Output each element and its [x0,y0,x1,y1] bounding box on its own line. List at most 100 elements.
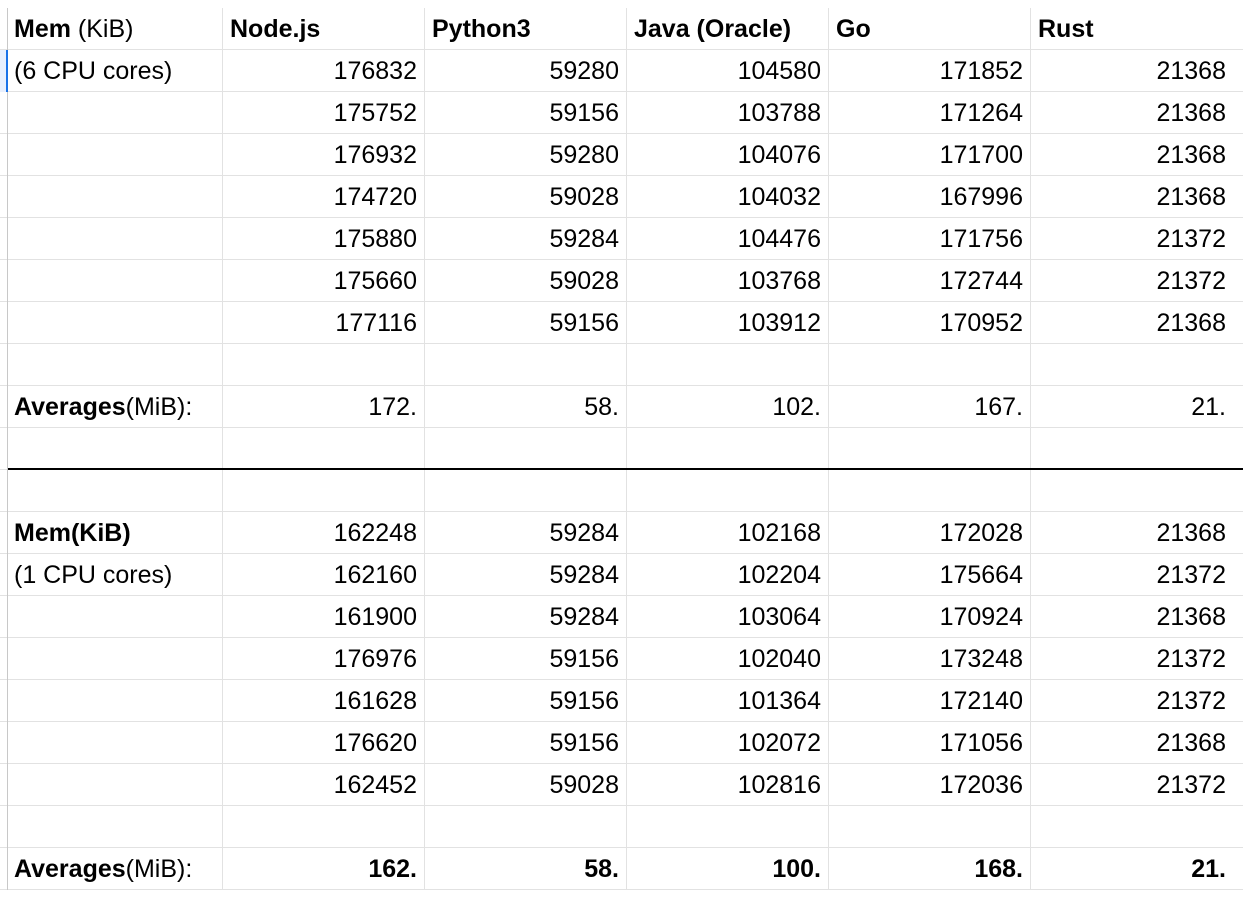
row-header[interactable] [0,638,8,680]
table1-header-nodejs[interactable]: Node.js [223,8,425,50]
table2-cell[interactable]: 21368 [1156,519,1226,547]
table2-averages-label-cell[interactable]: Averages(MiB): [8,848,223,890]
table1-cell[interactable]: 21372 [1156,225,1226,253]
table2-cell[interactable]: 172140 [829,680,1031,722]
table2-cell[interactable]: 59284 [425,596,627,638]
row-header[interactable] [0,848,8,890]
table1-cell[interactable]: 59280 [425,50,627,92]
table1-cell[interactable]: 103768 [627,260,829,302]
table2-cell[interactable]: 102040 [627,638,829,680]
table2-cell[interactable]: 21368 [1156,729,1226,757]
empty-cell[interactable] [425,344,627,386]
row-header[interactable] [0,8,8,50]
row-header[interactable] [0,722,8,764]
empty-cell[interactable] [8,680,223,722]
table1-header-go[interactable]: Go [829,8,1031,50]
empty-cell[interactable] [829,344,1031,386]
table2-cell[interactable]: 102204 [627,554,829,596]
table1-cell[interactable]: 59156 [425,302,627,344]
row-header[interactable] [0,302,8,344]
table2-cell[interactable]: 161900 [223,596,425,638]
row-header[interactable] [0,386,8,428]
table1-cell[interactable]: 104076 [627,134,829,176]
table1-cell[interactable]: 59284 [425,218,627,260]
empty-cell[interactable] [627,806,829,848]
table1-cell[interactable]: 176932 [223,134,425,176]
table2-cell[interactable]: 21368 [1156,603,1226,631]
table2-cell[interactable]: 21372 [1156,771,1226,799]
table2-cell[interactable]: 176620 [223,722,425,764]
empty-cell[interactable] [8,764,223,806]
table1-cell[interactable]: 59028 [425,176,627,218]
table1-cell[interactable]: 170952 [829,302,1031,344]
table1-cell[interactable]: 21368 [1156,57,1226,85]
row-header[interactable] [0,512,8,554]
table2-cell[interactable]: 162160 [223,554,425,596]
empty-cell[interactable] [829,470,1031,512]
table2-cell[interactable]: 101364 [627,680,829,722]
empty-cell[interactable] [1031,344,1243,386]
empty-cell[interactable] [8,470,223,512]
empty-cell[interactable] [223,344,425,386]
row-header[interactable] [0,764,8,806]
row-header-selected[interactable] [0,50,8,92]
empty-cell[interactable] [627,470,829,512]
table2-cell[interactable]: 21372 [1156,645,1226,673]
table2-average-nodejs[interactable]: 162. [223,848,425,890]
table1-cell[interactable]: 174720 [223,176,425,218]
table1-header-rust[interactable]: Rust [1038,15,1094,43]
table1-cell[interactable]: 103788 [627,92,829,134]
empty-cell[interactable] [1031,428,1243,470]
table1-cell[interactable]: 104476 [627,218,829,260]
table2-cell[interactable]: 171056 [829,722,1031,764]
table2-cell[interactable]: 172036 [829,764,1031,806]
table2-average-rust[interactable]: 21. [1191,855,1226,883]
empty-cell[interactable] [1031,806,1243,848]
table2-cell[interactable]: 102168 [627,512,829,554]
table1-header-java[interactable]: Java (Oracle) [627,8,829,50]
table1-cell[interactable]: 176832 [223,50,425,92]
row-header[interactable] [0,554,8,596]
table1-header-python3[interactable]: Python3 [425,8,627,50]
empty-cell[interactable] [1031,470,1243,512]
row-header[interactable] [0,344,8,386]
table2-cell[interactable]: 103064 [627,596,829,638]
empty-cell[interactable] [8,722,223,764]
table1-cell[interactable]: 171852 [829,50,1031,92]
table1-cell[interactable]: 175752 [223,92,425,134]
row-header[interactable] [0,680,8,722]
table1-average-nodejs[interactable]: 172. [223,386,425,428]
table1-cell[interactable]: 167996 [829,176,1031,218]
empty-cell[interactable] [425,470,627,512]
table2-cell[interactable]: 102816 [627,764,829,806]
row-header[interactable] [0,92,8,134]
row-header[interactable] [0,428,8,470]
table2-cell[interactable]: 173248 [829,638,1031,680]
table1-average-python3[interactable]: 58. [425,386,627,428]
row-header[interactable] [0,218,8,260]
row-header[interactable] [0,470,8,512]
table1-cell[interactable]: 59028 [425,260,627,302]
table1-cell[interactable]: 21368 [1156,309,1226,337]
table1-cell[interactable]: 21368 [1156,183,1226,211]
table2-cell[interactable]: 162248 [223,512,425,554]
table2-cell[interactable]: 59284 [425,512,627,554]
empty-cell[interactable] [829,428,1031,470]
empty-cell[interactable] [8,218,223,260]
empty-cell[interactable] [8,134,223,176]
table1-cell[interactable]: 171264 [829,92,1031,134]
empty-cell[interactable] [8,596,223,638]
table2-average-python3[interactable]: 58. [425,848,627,890]
table1-average-go[interactable]: 167. [829,386,1031,428]
table1-cell[interactable]: 21368 [1156,141,1226,169]
table1-cell[interactable]: 171700 [829,134,1031,176]
table2-subtitle[interactable]: (1 CPU cores) [8,554,223,596]
empty-cell[interactable] [8,428,223,470]
empty-cell[interactable] [627,344,829,386]
table2-cell[interactable]: 176976 [223,638,425,680]
table2-cell[interactable]: 161628 [223,680,425,722]
table1-cell[interactable]: 172744 [829,260,1031,302]
table2-cell[interactable]: 172028 [829,512,1031,554]
table2-cell[interactable]: 102072 [627,722,829,764]
row-header[interactable] [0,260,8,302]
